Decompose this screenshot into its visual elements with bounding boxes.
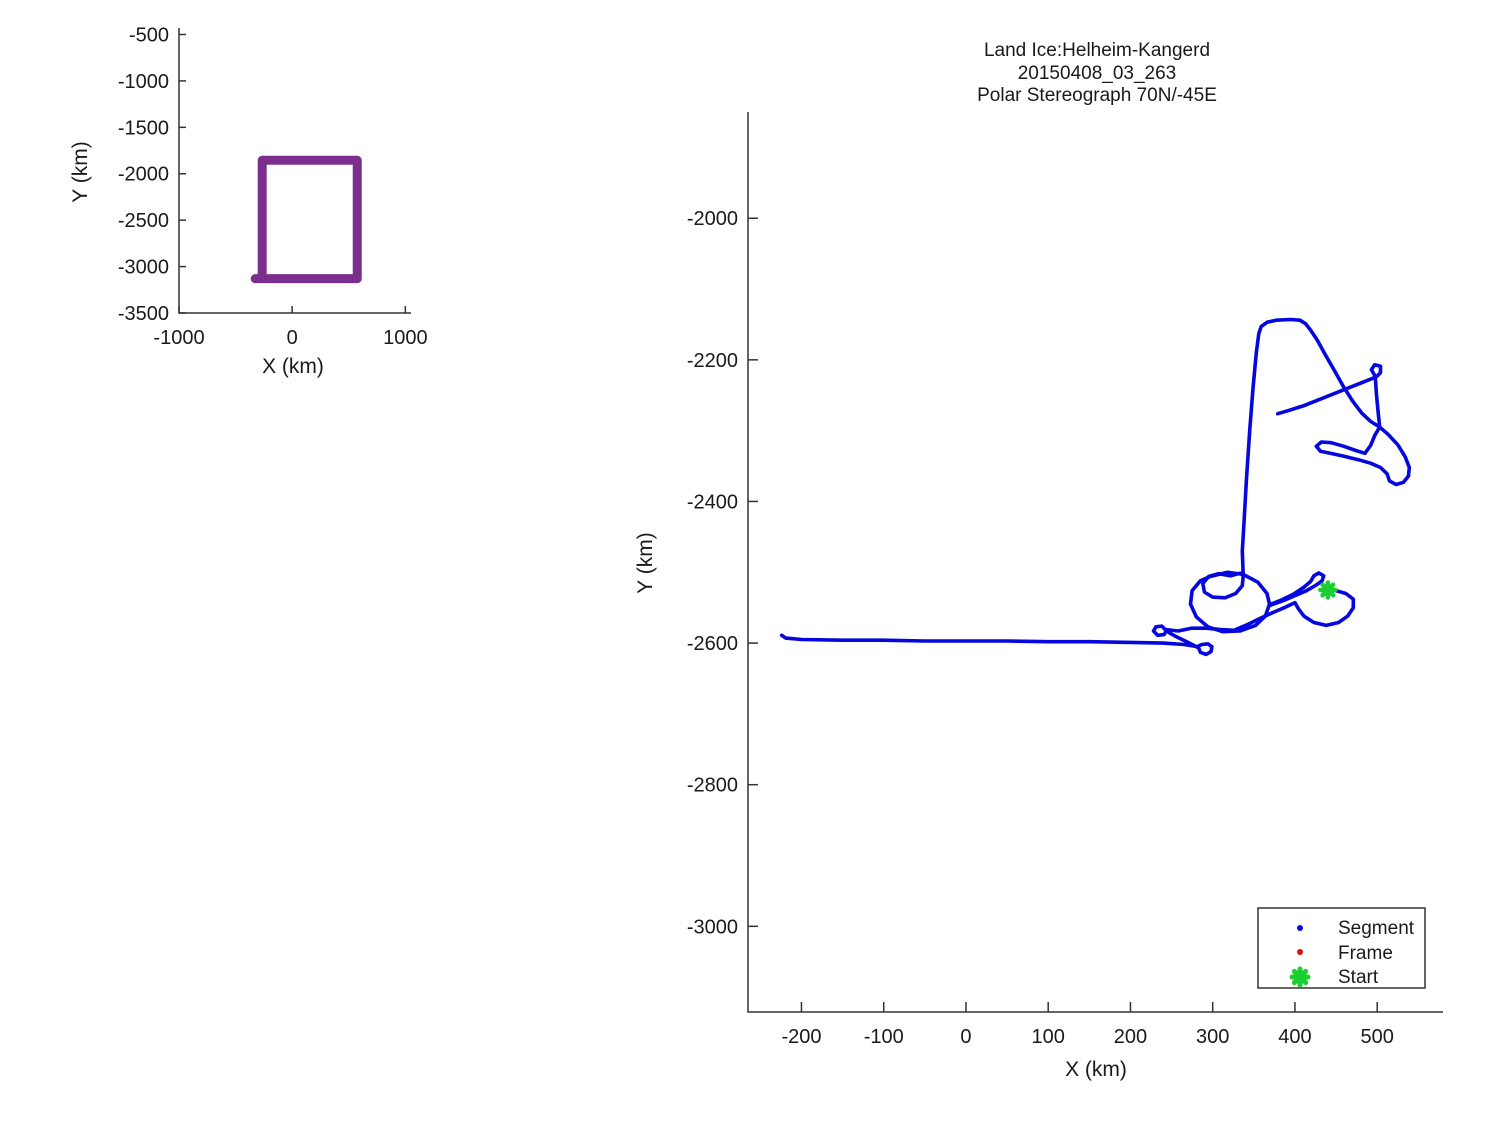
legend-label-frame: Frame	[1338, 943, 1393, 964]
y-tick-label: -2600	[687, 633, 738, 655]
main-y-axis-label: Y (km)	[634, 532, 657, 593]
legend-label-start: Start	[1338, 967, 1379, 988]
overview-axes	[178, 28, 411, 314]
y-tick-label: -2400	[687, 491, 738, 513]
x-tick-label: 400	[1278, 1026, 1311, 1048]
x-tick-label: 500	[1361, 1026, 1394, 1048]
legend-box	[1257, 907, 1426, 989]
y-tick-label: -3500	[118, 303, 169, 325]
y-tick-label: -1500	[118, 117, 169, 139]
start-marker	[1318, 580, 1338, 600]
legend: Segment Frame Start	[1257, 907, 1426, 989]
x-tick-label: 0	[960, 1026, 971, 1048]
legend-markers	[1289, 925, 1311, 988]
overview-x-tick-labels: -1000 0 1000	[153, 327, 427, 349]
y-tick-label: -3000	[118, 257, 169, 279]
x-tick-label: 100	[1032, 1026, 1065, 1048]
overview-y-axis-label: Y (km)	[69, 141, 92, 202]
start-asterisk-icon-spoke	[1320, 582, 1336, 598]
x-tick-label: -100	[864, 1026, 904, 1048]
x-tick-label: 0	[287, 327, 298, 349]
y-tick-label: -2800	[687, 775, 738, 797]
overview-tick-marks	[178, 33, 407, 314]
main-x-tick-labels: -200 -100 0 100 200 300 400 500	[781, 1026, 1393, 1048]
y-tick-label: -1000	[118, 71, 169, 93]
overview-plot: -1000 0 1000 -500 -1000 -1500 -2000 -2500 -3000…	[69, 24, 428, 378]
y-tick-label: -3000	[687, 916, 738, 938]
track-segment	[1267, 571, 1326, 608]
x-tick-label: -200	[781, 1026, 821, 1048]
main-y-tick-labels: -2000 -2200 -2400 -2600 -2800 -3000	[687, 208, 738, 938]
main-plot: Land Ice:Helheim-Kangerd 20150408_03_263…	[634, 40, 1443, 1081]
legend-segment-dot-icon	[1297, 925, 1303, 931]
plot-title-line3: Polar Stereograph 70N/-45E	[977, 85, 1217, 106]
start-asterisk-icon	[1318, 580, 1338, 600]
x-tick-label: 1000	[383, 327, 428, 349]
flight-track	[779, 317, 1412, 657]
overview-x-axis-label: X (km)	[262, 355, 324, 378]
x-tick-label: -1000	[153, 327, 204, 349]
track-segment	[1293, 587, 1356, 628]
y-tick-label: -2000	[687, 208, 738, 230]
main-axes	[747, 112, 1443, 1013]
overview-y-tick-labels: -500 -1000 -1500 -2000 -2500 -3000 -3500	[118, 24, 169, 325]
legend-label-segment: Segment	[1338, 918, 1415, 939]
x-tick-label: 200	[1114, 1026, 1147, 1048]
plot-title-line2: 20150408_03_263	[1018, 63, 1177, 84]
track-segment	[1201, 317, 1412, 600]
main-x-axis-label: X (km)	[1065, 1058, 1127, 1081]
y-tick-label: -2500	[118, 210, 169, 232]
legend-start-asterisk-icon	[1289, 966, 1311, 988]
coverage-rectangle	[250, 155, 362, 284]
main-tick-marks	[748, 217, 1378, 1012]
y-tick-label: -2200	[687, 350, 738, 372]
track-segment	[1188, 570, 1272, 634]
y-tick-label: -2000	[118, 164, 169, 186]
y-tick-label: -500	[129, 24, 169, 46]
x-tick-label: 300	[1196, 1026, 1229, 1048]
plot-title-line1: Land Ice:Helheim-Kangerd	[984, 40, 1210, 61]
legend-frame-dot-icon	[1297, 949, 1303, 955]
legend-start-asterisk-icon-spoke	[1291, 968, 1309, 986]
